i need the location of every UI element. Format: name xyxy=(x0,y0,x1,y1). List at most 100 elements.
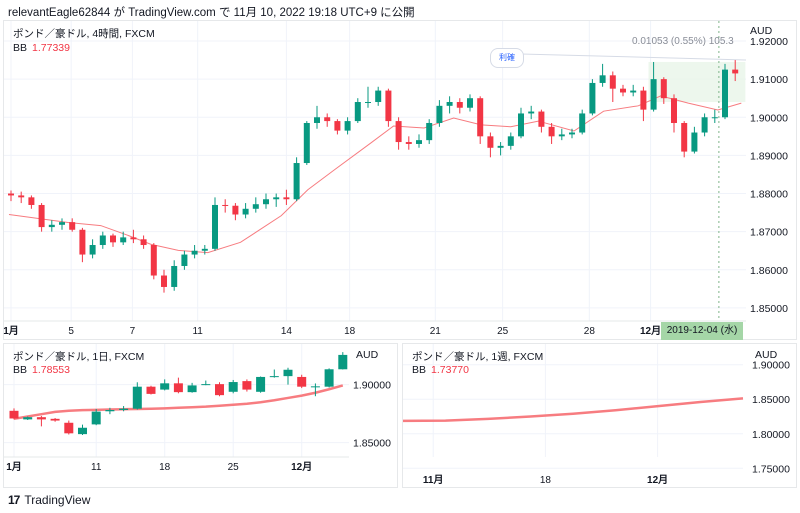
candle-up xyxy=(283,369,293,377)
candle-down xyxy=(660,79,667,99)
candle-down xyxy=(64,422,74,434)
y-tick-label: 1.85000 xyxy=(750,303,788,315)
candle-up xyxy=(228,382,238,392)
candle-up xyxy=(579,113,586,133)
candle-up xyxy=(365,102,371,104)
candle-down xyxy=(222,204,229,206)
candle-up xyxy=(212,204,218,249)
candle-up xyxy=(528,111,535,114)
candle-up xyxy=(132,386,142,409)
bb-value: 1.78553 xyxy=(32,364,70,376)
bb-label: BB xyxy=(13,364,28,376)
tradingview-logo-icon: 17 xyxy=(8,493,20,507)
candle-up xyxy=(160,383,170,390)
candle-down xyxy=(456,102,463,108)
candle-down xyxy=(324,117,331,122)
note-callout[interactable]: 利確 xyxy=(490,48,524,68)
candle-down xyxy=(8,193,14,196)
candle-up xyxy=(187,385,197,393)
x-tick-label: 7 xyxy=(130,326,136,337)
candle-down xyxy=(150,245,157,276)
candle-up xyxy=(48,224,55,228)
candle-down xyxy=(620,88,626,93)
main-chart-panel[interactable]: 1.92000 1.91000 1.90000 1.89000 1.88000 1.870… xyxy=(3,20,797,340)
candle-down xyxy=(681,122,688,152)
x-tick-label: 18 xyxy=(540,475,552,486)
candle-up xyxy=(344,121,351,131)
x-tick-label: 11月 xyxy=(423,474,444,486)
bb-basis-line xyxy=(402,397,744,423)
candle-up xyxy=(558,134,565,137)
y-tick-label: 1.86000 xyxy=(750,265,788,277)
candle-down xyxy=(297,376,307,387)
x-tick-label: 1月 xyxy=(3,325,19,337)
candle-down xyxy=(283,197,290,200)
x-tick-label: 18 xyxy=(159,462,171,473)
candle-up xyxy=(263,199,269,205)
y-tick-label: 1.75000 xyxy=(752,463,790,475)
brand-name: TradingView xyxy=(24,493,91,507)
candle-up xyxy=(59,222,65,225)
candle-down xyxy=(232,205,239,215)
candle-down xyxy=(385,90,392,122)
note-connector-line xyxy=(520,53,747,61)
candle-up xyxy=(120,237,127,243)
candle-up xyxy=(722,69,728,118)
candle-up xyxy=(314,117,320,123)
candle-up xyxy=(338,354,348,370)
candle-up xyxy=(303,122,310,164)
candle-down xyxy=(215,384,224,396)
candle-down xyxy=(146,386,156,394)
candle-up xyxy=(105,410,115,412)
weekly-chart[interactable]: 1.90000 1.85000 1.80000 1.75000 11月 18 12月 xyxy=(402,344,798,489)
candle-up xyxy=(252,204,259,209)
daily-chart-panel[interactable]: 1.90000 1.85000 1月 11 18 25 12月 ポンド／豪ドル, 1日, F… xyxy=(3,343,398,488)
candle-down xyxy=(487,136,494,148)
candle-up xyxy=(507,136,514,146)
currency-label: AUD xyxy=(356,349,379,361)
candle-up xyxy=(436,105,443,123)
x-tick-label: 25 xyxy=(497,326,509,337)
measure-label: 0.01053 (0.55%) 105.3 xyxy=(632,36,734,47)
x-tick-label: 12月 xyxy=(640,325,661,337)
candle-down xyxy=(36,417,46,420)
daily-chart[interactable]: 1.90000 1.85000 1月 11 18 25 12月 xyxy=(4,344,399,489)
bb-basis-line xyxy=(8,95,742,254)
candle-up xyxy=(416,140,422,144)
bb-label: BB xyxy=(412,364,427,376)
x-tick-label: 18 xyxy=(344,326,356,337)
candle-up xyxy=(273,197,280,200)
y-tick-label: 1.90000 xyxy=(750,112,788,124)
candle-up xyxy=(599,75,606,83)
candle-up xyxy=(589,82,596,114)
candle-up xyxy=(691,132,698,152)
tradingview-brand[interactable]: 17 TradingView xyxy=(8,493,90,507)
candle-down xyxy=(477,98,484,137)
candle-down xyxy=(640,90,647,110)
candle-up xyxy=(711,117,718,119)
bb-value: 1.77339 xyxy=(32,42,70,54)
candle-up xyxy=(119,408,129,411)
candle-up xyxy=(324,369,334,387)
candle-up xyxy=(354,102,361,122)
candle-down xyxy=(242,381,252,390)
daily-bb-legend: BB 1.78553 xyxy=(13,364,70,376)
candle-up xyxy=(23,417,33,420)
weekly-chart-panel[interactable]: 1.90000 1.85000 1.80000 1.75000 11月 18 12月 ポンド… xyxy=(402,343,797,488)
candle-down xyxy=(161,275,167,287)
bb-basis-line xyxy=(13,384,344,421)
candle-down xyxy=(38,204,45,228)
x-tick-label: 11 xyxy=(192,326,203,337)
candle-up xyxy=(78,427,87,435)
x-tick-label: 12月 xyxy=(647,474,668,486)
candle-up xyxy=(497,145,504,148)
y-tick-label: 1.90000 xyxy=(353,380,391,392)
main-chart[interactable]: 1.92000 1.91000 1.90000 1.89000 1.88000 1.870… xyxy=(3,21,798,341)
candle-up xyxy=(310,386,320,388)
main-chart-title: ポンド／豪ドル, 4時間, FXCM xyxy=(13,28,155,40)
candle-up xyxy=(201,248,208,251)
weekly-bb-legend: BB 1.73770 xyxy=(412,364,469,376)
candle-down xyxy=(69,222,76,230)
y-tick-label: 1.87000 xyxy=(750,227,788,239)
y-tick-label: 1.85000 xyxy=(752,394,790,406)
